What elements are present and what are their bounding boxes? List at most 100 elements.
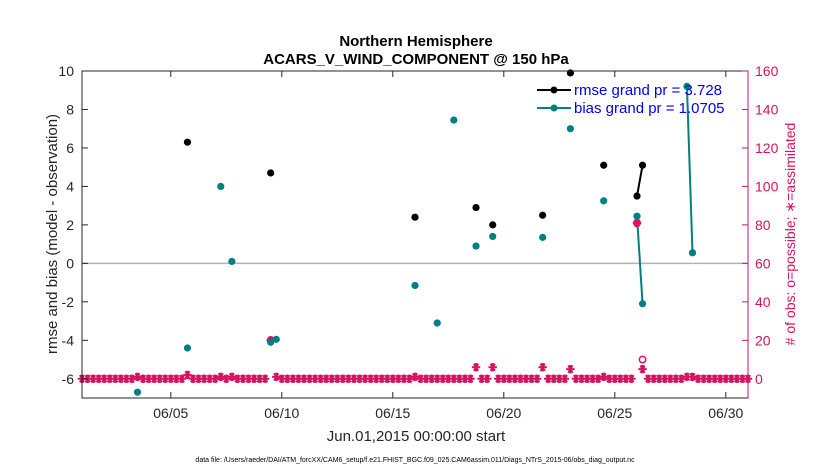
obs-assimilated-point [155,374,164,383]
obs-assimilated-point [677,374,686,383]
y-tick-label: -6 [62,371,75,387]
y-tick-label: 6 [66,140,74,156]
plot-frame-right [82,71,748,398]
obs-assimilated-point [222,374,231,383]
rmse-point [183,138,192,146]
series-line [685,86,694,253]
obs-assimilated-point [410,372,420,382]
bias-point [272,335,280,343]
obs-assimilated-point [471,363,481,372]
obs-assimilated-point [655,374,664,383]
y2-tick-label: 120 [755,140,779,156]
obs-assimilated-point [327,374,336,383]
x-tick-label: 06/25 [597,405,632,421]
obs-assimilated-point [566,364,575,374]
obs-assimilated-point [88,374,98,383]
obs-assimilated-point [605,374,614,383]
obs-assimilated-point [294,374,303,383]
axis-layer: 06/05 06/10 06/15 06/20 06/25 06/30 -6 -4 -2 0 2 4 6… [58,63,778,421]
series-line [636,216,644,304]
obs-assimilated-point [560,374,570,383]
bias-point [450,116,458,124]
rmse-point [633,192,641,200]
footnote: data file: /Users/raeder/DAI/ATM_forcXX/… [195,457,635,464]
chart-title: Northern Hemisphere [339,33,492,50]
obs-assimilated-point [172,374,181,383]
x-axis-label: Jun.01,2015 00:00:00 start [327,428,506,445]
bias-point [489,232,497,241]
rmse-point [638,161,647,169]
bias-point [433,319,441,327]
bias-point [472,242,480,250]
y-tick-label: 2 [66,217,74,233]
series-line [636,165,644,197]
obs-assimilated-point [383,374,392,383]
bias-point [638,300,647,308]
x-tick-label: 06/15 [375,405,410,421]
obs-assimilated-point [438,374,447,383]
bias-point [688,249,697,257]
obs-assimilated-point [494,374,503,383]
bias-point [566,125,575,133]
obs-assimilated-point [732,374,742,383]
obs-assimilated-point [216,372,225,382]
obs-assimilated-point [399,374,409,383]
y2-axis-label: # of obs: o=possible; ∗=assimilated [782,123,798,346]
rmse-point [267,169,275,177]
x-tick-label: 06/05 [153,405,188,421]
obs-assimilated-point [627,374,636,383]
y-tick-label: 4 [66,178,74,194]
bias-point [411,281,419,290]
y2-tick-label: 140 [755,101,779,117]
obs-assimilated-point [272,372,281,382]
plot-frame [81,70,749,399]
bias-point [267,338,275,346]
obs-assimilated-point [394,374,403,383]
legend-bias-marker [550,104,558,112]
x-tick-label: 06/10 [264,405,299,421]
obs-assimilated-point [116,374,126,383]
chart-subtitle: ACARS_V_WIND_COMPONENT @ 150 hPa [263,51,569,68]
obs-assimilated-point [638,364,647,374]
series-layer [77,69,753,396]
obs-assimilated-point [260,374,270,383]
obs-assimilated-point [532,374,542,383]
obs-assimilated-point [588,374,597,383]
legend: rmse grand pr = 3.728 bias grand pr = 1.… [537,82,725,117]
y2-tick-label: 20 [755,332,771,348]
bias-point [633,212,641,220]
y2-tick-label: 60 [755,255,771,271]
bias-point [228,257,236,266]
y-tick-label: -2 [62,294,75,310]
bias-point [600,197,608,205]
y-tick-label: 0 [66,255,74,271]
obs-assimilated-point [721,374,730,383]
bias-point [217,182,225,191]
obs-possible-point [638,355,647,364]
y2-tick-label: 0 [755,371,763,387]
y2-tick-label: 80 [755,217,771,233]
obs-assimilated-point [599,372,608,382]
obs-assimilated-point [227,372,237,382]
legend-rmse-marker [550,86,558,94]
y-tick-label: 10 [58,63,74,79]
rmse-point [539,211,547,219]
obs-assimilated-point [355,374,364,383]
rmse-point [472,203,480,212]
obs-assimilated-point [133,372,142,382]
x-tick-label: 06/30 [708,405,743,421]
bias-point [183,344,192,352]
rmse-point [600,161,608,169]
obs-assimilated-point [466,374,475,383]
obs-assimilated-point [488,363,497,372]
y-axis-label: rmse and bias (model - observation) [44,114,61,354]
obs-assimilated-point [288,374,298,383]
obs-assimilated-point [177,374,187,383]
obs-assimilated-point [183,370,192,380]
x-tick-label: 06/20 [486,405,521,421]
rmse-point [489,221,497,229]
y-tick-label: -4 [62,332,75,348]
obs-assimilated-point [538,363,547,372]
obs-assimilated-point [716,374,725,383]
